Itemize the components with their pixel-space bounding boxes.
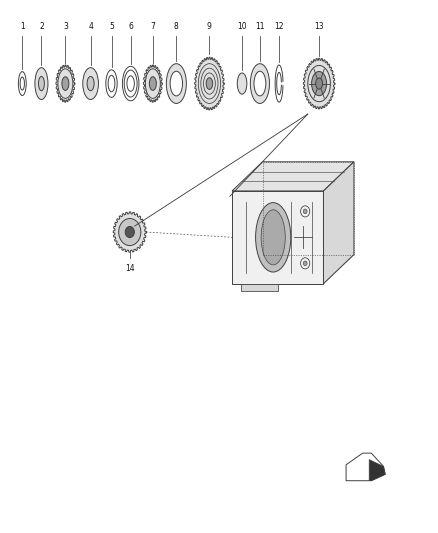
- Ellipse shape: [237, 73, 247, 94]
- Text: 8: 8: [174, 21, 179, 30]
- Polygon shape: [113, 212, 146, 252]
- Text: 9: 9: [207, 21, 212, 30]
- Circle shape: [300, 258, 310, 269]
- Text: 13: 13: [314, 21, 324, 30]
- Text: 14: 14: [125, 264, 134, 273]
- Ellipse shape: [87, 76, 94, 91]
- Polygon shape: [232, 191, 323, 284]
- Text: 7: 7: [150, 21, 155, 30]
- Text: 3: 3: [63, 21, 68, 30]
- Text: 2: 2: [39, 21, 44, 30]
- Circle shape: [303, 209, 307, 214]
- Polygon shape: [323, 162, 354, 284]
- Ellipse shape: [145, 69, 160, 99]
- Ellipse shape: [256, 203, 291, 272]
- Ellipse shape: [119, 219, 141, 246]
- Ellipse shape: [35, 68, 48, 100]
- Ellipse shape: [206, 78, 213, 90]
- Text: 5: 5: [109, 21, 114, 30]
- Ellipse shape: [166, 63, 186, 103]
- Text: 6: 6: [128, 21, 133, 30]
- Text: 10: 10: [237, 21, 247, 30]
- Ellipse shape: [83, 68, 99, 100]
- Ellipse shape: [125, 227, 134, 238]
- Ellipse shape: [308, 66, 330, 102]
- Ellipse shape: [149, 77, 156, 91]
- Text: 1: 1: [20, 21, 25, 30]
- Ellipse shape: [261, 210, 285, 265]
- Ellipse shape: [170, 71, 183, 96]
- Ellipse shape: [39, 76, 44, 91]
- Ellipse shape: [251, 63, 269, 103]
- Polygon shape: [304, 58, 335, 109]
- Polygon shape: [369, 459, 385, 481]
- Text: 11: 11: [255, 21, 265, 30]
- Polygon shape: [195, 57, 224, 110]
- Ellipse shape: [58, 69, 73, 99]
- Circle shape: [300, 206, 310, 217]
- Text: 4: 4: [88, 21, 93, 30]
- Ellipse shape: [62, 77, 69, 91]
- Polygon shape: [232, 162, 354, 191]
- Ellipse shape: [311, 71, 327, 95]
- Ellipse shape: [254, 71, 266, 96]
- Polygon shape: [241, 284, 278, 291]
- Circle shape: [303, 261, 307, 265]
- Text: 12: 12: [274, 21, 284, 30]
- Ellipse shape: [316, 78, 322, 89]
